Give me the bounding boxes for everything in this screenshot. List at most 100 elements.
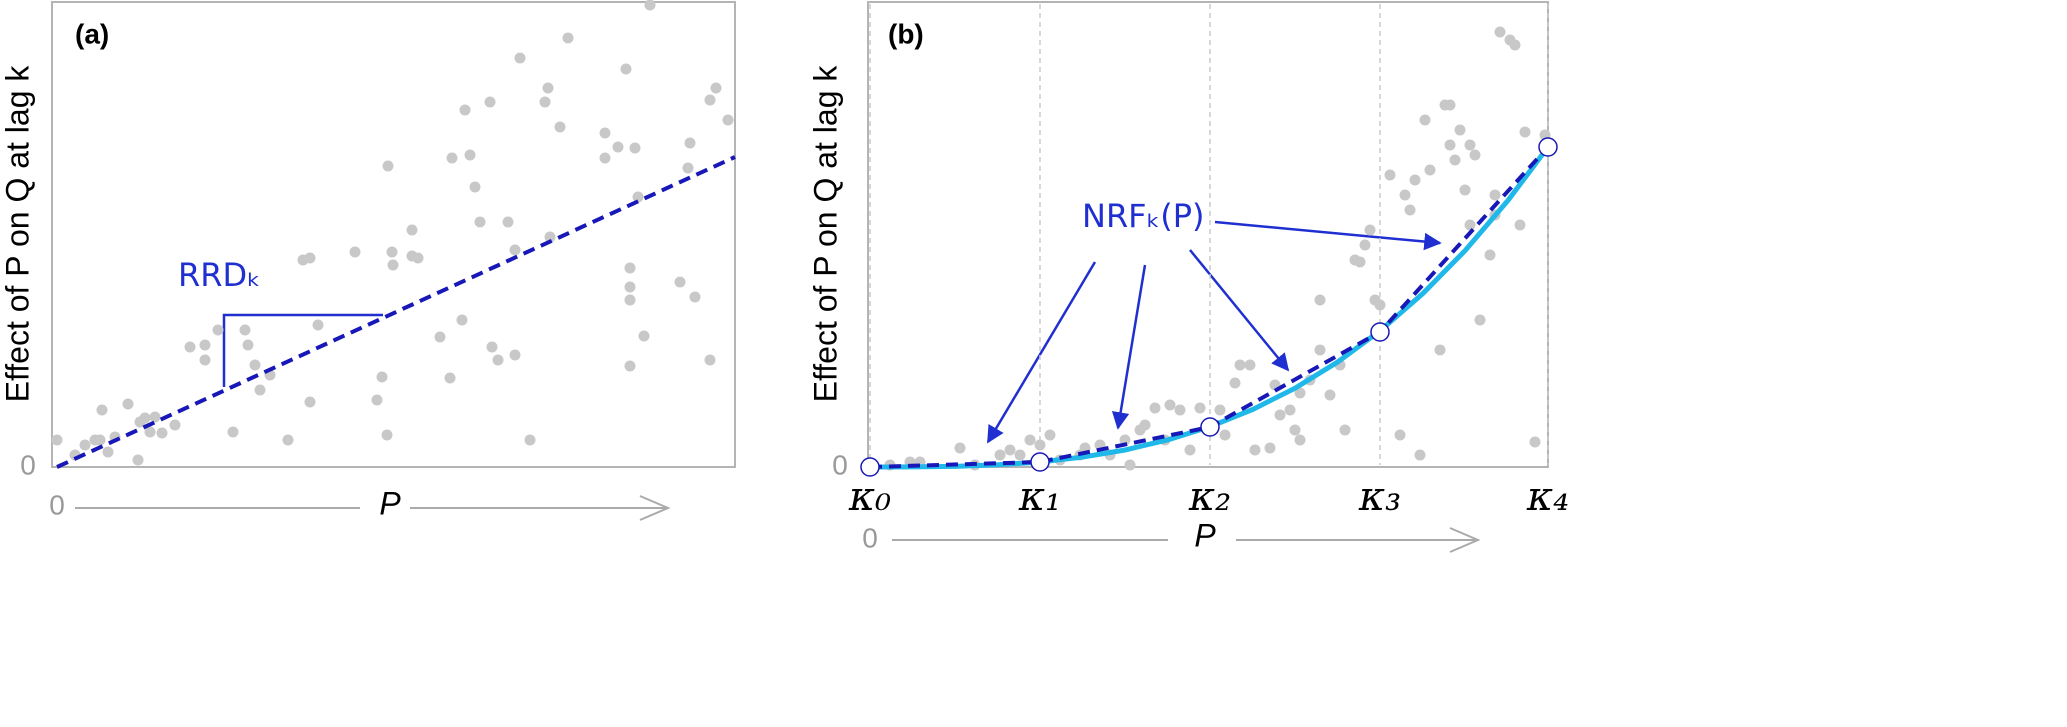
point — [1264, 442, 1276, 454]
point — [682, 162, 694, 174]
annotation-arrows — [986, 220, 1442, 444]
point — [486, 341, 498, 353]
point — [632, 191, 644, 203]
point — [1014, 449, 1026, 461]
knot — [1370, 322, 1390, 342]
point — [1289, 424, 1301, 436]
point — [1519, 126, 1531, 138]
point — [689, 291, 701, 303]
point — [254, 384, 266, 396]
point — [1314, 294, 1326, 306]
point — [169, 419, 181, 431]
point — [620, 63, 632, 75]
point — [1149, 402, 1161, 414]
annotation: RRDₖ — [178, 256, 261, 294]
panel-label: (a) — [75, 18, 109, 49]
x-tick-label: 0 — [49, 489, 65, 520]
point — [638, 330, 650, 342]
point — [456, 314, 468, 326]
point — [459, 104, 471, 116]
point — [1044, 429, 1056, 441]
x-tick-label: κ₀ — [848, 474, 891, 520]
point — [710, 82, 722, 94]
point — [1514, 219, 1526, 231]
point — [629, 142, 641, 154]
point — [312, 319, 324, 331]
x-axis-label: P — [379, 485, 401, 521]
point — [1024, 434, 1036, 446]
point — [282, 434, 294, 446]
point — [544, 231, 556, 243]
point — [1464, 219, 1476, 231]
point — [562, 32, 574, 44]
point — [79, 439, 91, 451]
point — [1229, 377, 1241, 389]
point — [1489, 189, 1501, 201]
panel-label: (b) — [888, 18, 924, 49]
point — [612, 141, 624, 153]
x-axis-arrow — [75, 495, 1481, 553]
point — [387, 259, 399, 271]
point — [371, 394, 383, 406]
point — [674, 276, 686, 288]
point — [249, 359, 261, 371]
point — [1274, 409, 1286, 421]
point — [554, 121, 566, 133]
y-axis-label: Effect of P on Q at lag k — [807, 65, 843, 403]
point — [502, 216, 514, 228]
point — [94, 434, 106, 446]
point — [1364, 224, 1376, 236]
point — [304, 252, 316, 264]
point — [1164, 399, 1176, 411]
knot — [1030, 452, 1050, 472]
point — [122, 398, 134, 410]
point — [1124, 459, 1136, 471]
point — [524, 434, 536, 446]
point — [624, 262, 636, 274]
point — [474, 216, 486, 228]
y-tick-label: 0 — [20, 449, 36, 480]
point — [1294, 434, 1306, 446]
point — [464, 149, 476, 161]
point — [469, 181, 481, 193]
point — [1444, 99, 1456, 111]
point — [1459, 184, 1471, 196]
point — [1474, 314, 1486, 326]
point — [684, 137, 696, 149]
point — [994, 449, 1006, 461]
point — [1449, 154, 1461, 166]
point — [199, 339, 211, 351]
point — [139, 412, 151, 424]
point — [1219, 429, 1231, 441]
point — [349, 246, 361, 258]
point — [1034, 439, 1046, 451]
point — [446, 152, 458, 164]
x-tick-label: κ₄ — [1526, 474, 1569, 520]
point — [184, 341, 196, 353]
point — [199, 354, 211, 366]
point — [1444, 139, 1456, 151]
slope-triangle — [222, 313, 383, 387]
point — [1509, 39, 1521, 51]
point — [381, 429, 393, 441]
point — [1284, 404, 1296, 416]
point — [412, 252, 424, 264]
point — [1424, 164, 1436, 176]
point — [1414, 449, 1426, 461]
y-tick-label: 0 — [832, 449, 848, 480]
point — [1434, 344, 1446, 356]
knot — [860, 457, 880, 477]
point — [227, 426, 239, 438]
point — [304, 396, 316, 408]
point — [1464, 139, 1476, 151]
point — [722, 114, 734, 126]
x-axis-label: P — [1194, 517, 1216, 553]
point — [1234, 359, 1246, 371]
point — [624, 294, 636, 306]
point — [212, 324, 224, 336]
panel-frame — [867, 1, 1549, 468]
point — [1339, 424, 1351, 436]
point — [1004, 444, 1016, 456]
point — [509, 244, 521, 256]
